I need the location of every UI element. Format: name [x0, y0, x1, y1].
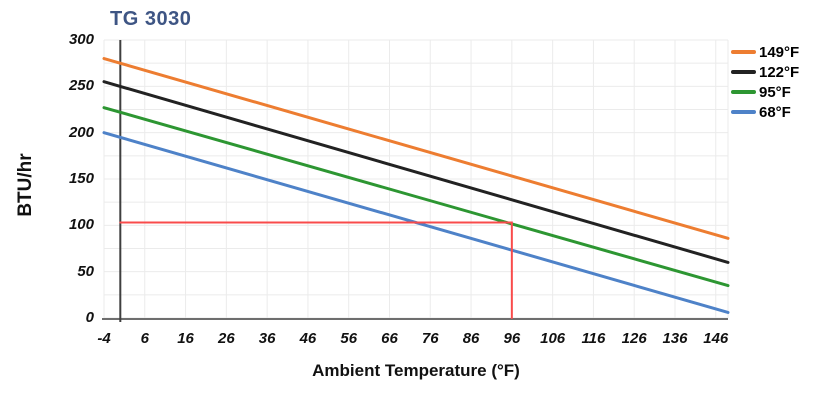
chart-title: TG 3030	[110, 8, 192, 30]
y-tick-label: 150	[68, 170, 94, 187]
y-tick-label: 100	[68, 216, 94, 234]
x-tick-label: 76	[421, 330, 439, 347]
x-tick-label: 136	[662, 330, 688, 347]
legend-swatch-122f-icon	[731, 70, 756, 74]
y-tick-label: 300	[68, 31, 94, 48]
x-tick-label: 146	[703, 330, 729, 347]
x-tick-label: 116	[581, 330, 606, 347]
y-tick-label: 250	[68, 77, 94, 95]
x-tick-label: 66	[381, 330, 398, 347]
x-tick-label: 56	[340, 330, 358, 347]
legend-label: 95°F	[759, 83, 791, 101]
x-tick-label: 16	[177, 330, 194, 347]
x-tick-label: 6	[140, 330, 149, 347]
x-tick-label: 46	[299, 330, 317, 347]
x-tick-label: 126	[621, 330, 647, 347]
reading-annotation-line	[119, 221, 513, 319]
legend-item-68f: 68°F	[731, 102, 799, 122]
x-tick-label: 96	[503, 330, 521, 347]
legend-label: 149°F	[759, 43, 800, 61]
legend: 149°F 122°F 95°F 68°F	[731, 42, 799, 122]
legend-item-149f: 149°F	[731, 42, 799, 62]
y-tick-label: 0	[85, 309, 94, 326]
series-line-95f	[102, 106, 730, 288]
x-tick-label: 106	[540, 330, 566, 347]
legend-swatch-149f-icon	[731, 50, 756, 54]
legend-swatch-68f-icon	[731, 110, 756, 114]
x-axis-title: Ambient Temperature (°F)	[312, 361, 520, 380]
legend-item-95f: 95°F	[731, 82, 799, 102]
x-tick-label: 36	[258, 330, 276, 347]
legend-swatch-95f-icon	[731, 90, 756, 94]
x-tick-label: 86	[462, 330, 480, 347]
series-line-122f	[102, 80, 730, 264]
x-tick-label: 26	[218, 330, 235, 347]
y-tick-label: 50	[77, 262, 94, 280]
x-tick-label: -4	[97, 330, 111, 347]
legend-label: 68°F	[759, 103, 791, 121]
legend-item-122f: 122°F	[731, 62, 799, 82]
y-tick-label: 200	[68, 123, 94, 141]
series-line-149f	[102, 57, 730, 240]
legend-label: 122°F	[759, 63, 800, 81]
